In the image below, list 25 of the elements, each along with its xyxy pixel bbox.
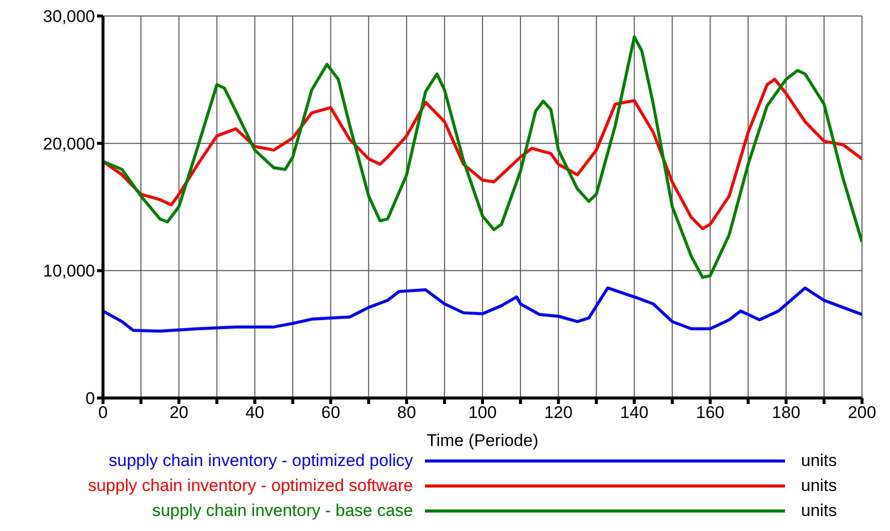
text: units (801, 450, 837, 470)
x-tick-label: 140 (620, 403, 648, 422)
x-tick-label: 120 (544, 403, 573, 422)
x-tick-label: 80 (397, 403, 416, 422)
x-tick-label: 200 (848, 403, 876, 422)
line-series (103, 286, 862, 333)
text: units (801, 500, 837, 520)
y-tick-label: 0 (86, 389, 95, 408)
text: supply chain inventory - optimized software (86, 476, 414, 496)
y-tick-label: 20,000 (43, 134, 95, 154)
y-tick-label: 10,000 (43, 262, 95, 281)
line-series (103, 78, 862, 230)
text: supply chain inventory - optimized policy (108, 450, 414, 470)
x-axis-title: Time (Periode) (426, 431, 538, 450)
x-tick-label: 0 (98, 403, 108, 422)
x-tick-label: 160 (696, 403, 724, 422)
x-tick-label: 180 (772, 403, 800, 422)
y-tick-label: 30,000 (43, 7, 95, 26)
text: units (801, 476, 837, 496)
x-tick-label: 40 (245, 403, 264, 422)
x-tick-label: 20 (169, 403, 188, 422)
text: supply chain inventory - base case (151, 500, 414, 520)
x-tick-label: 100 (468, 403, 497, 422)
x-tick-label: 60 (321, 403, 340, 422)
line-series (103, 35, 862, 279)
